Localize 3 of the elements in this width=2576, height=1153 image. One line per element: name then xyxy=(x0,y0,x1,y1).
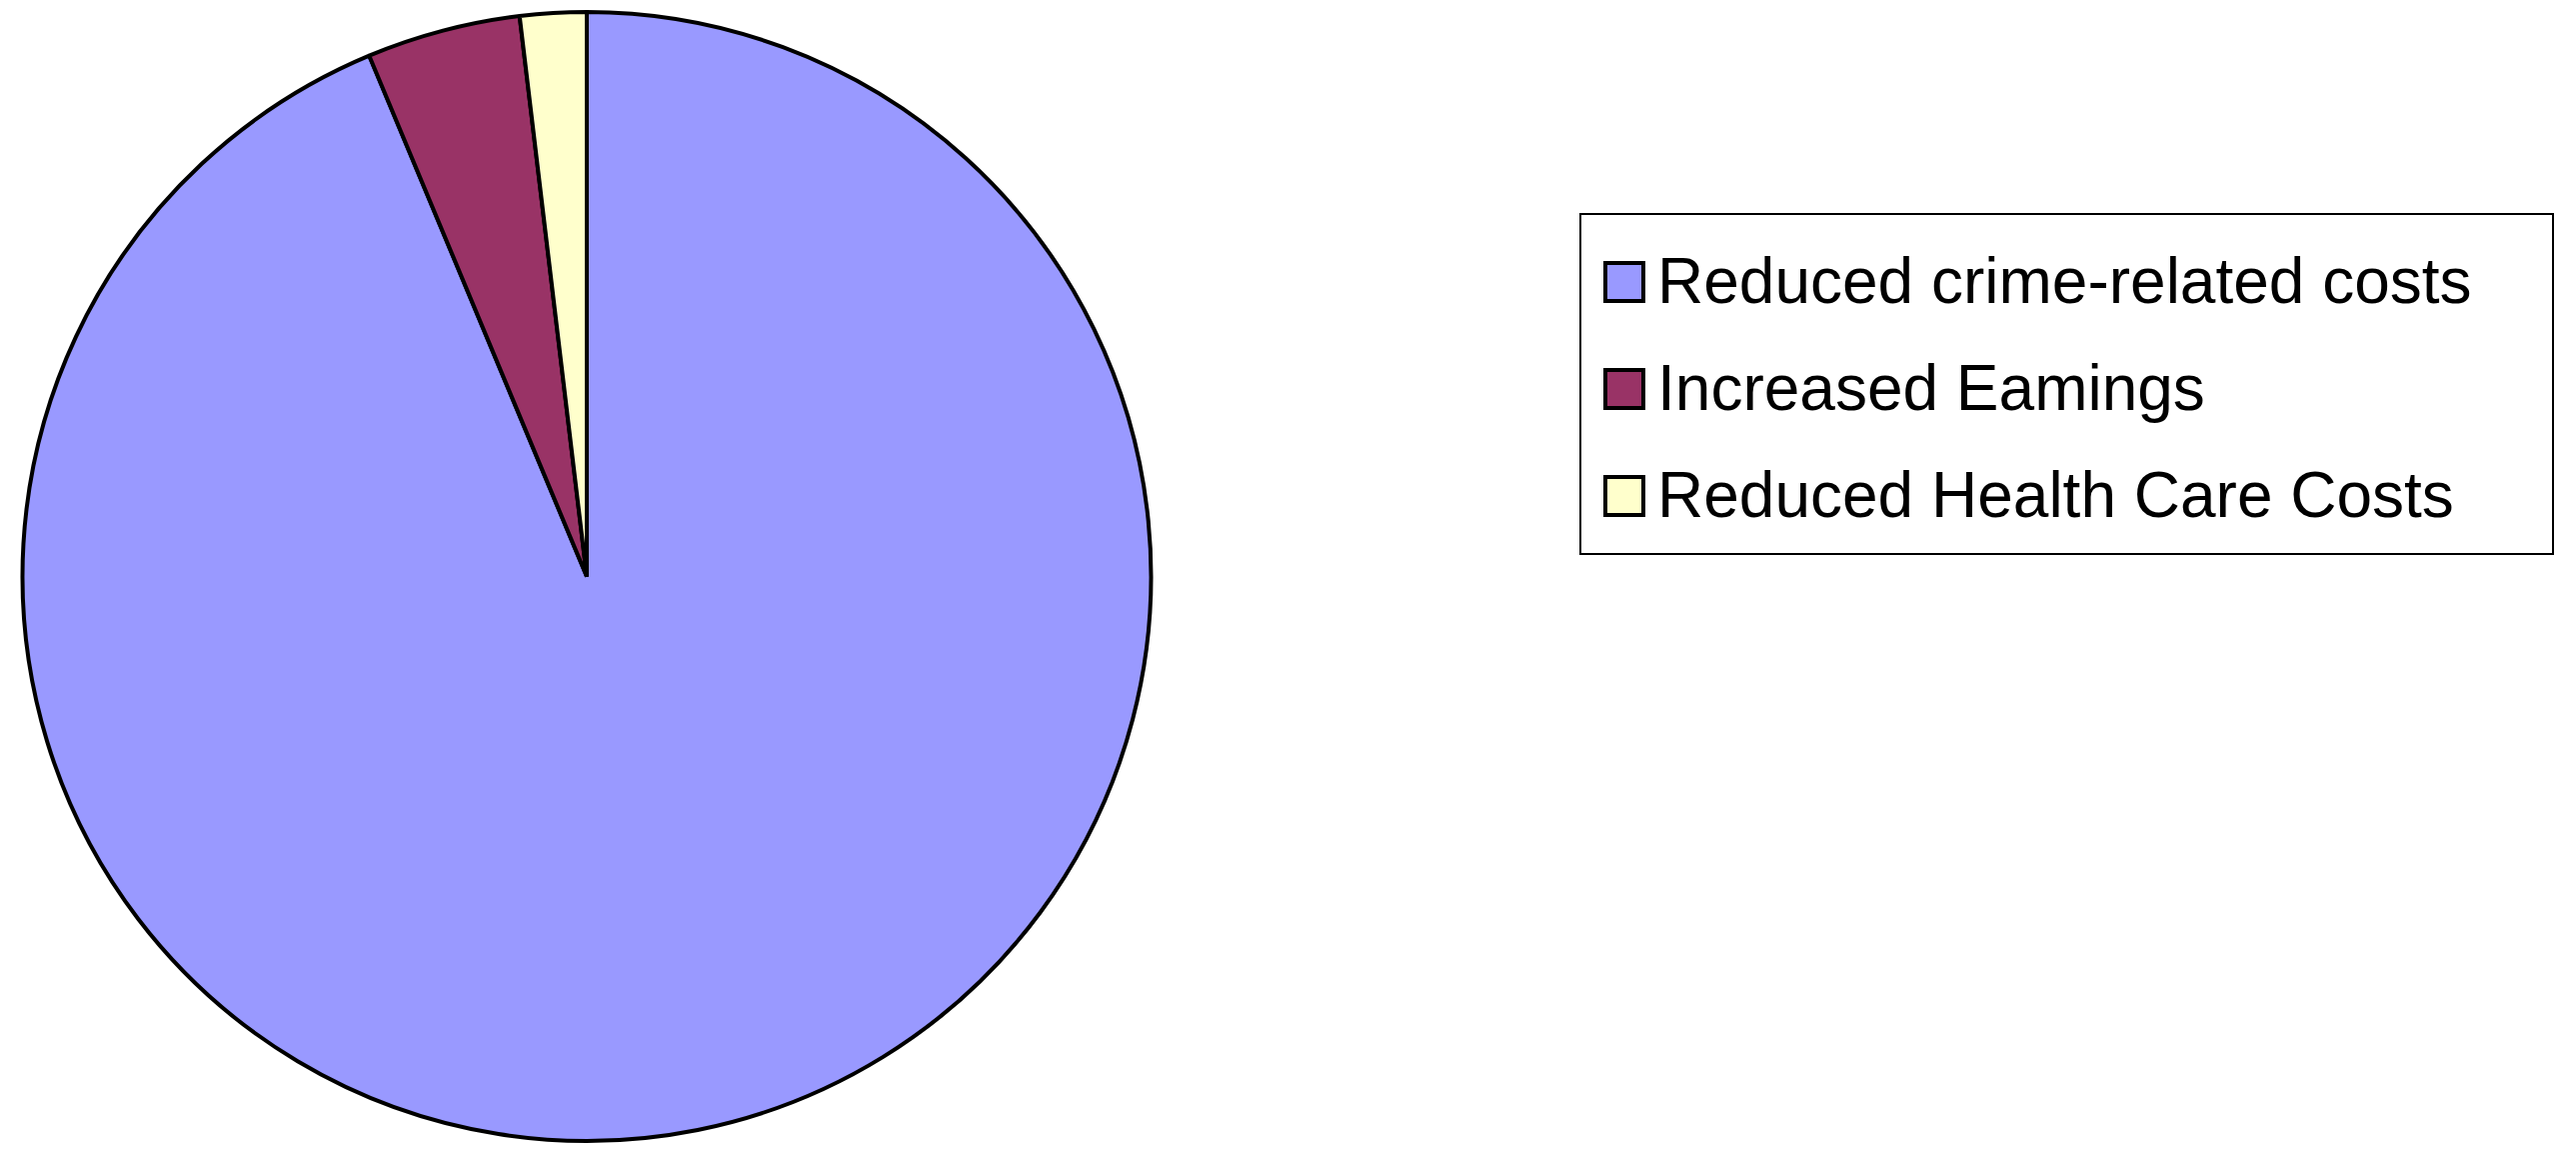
legend-label: Reduced crime-related costs xyxy=(1657,244,2472,319)
legend-label: Increased Eamings xyxy=(1657,350,2205,426)
legend-label: Reduced Health Care Costs xyxy=(1657,457,2454,533)
